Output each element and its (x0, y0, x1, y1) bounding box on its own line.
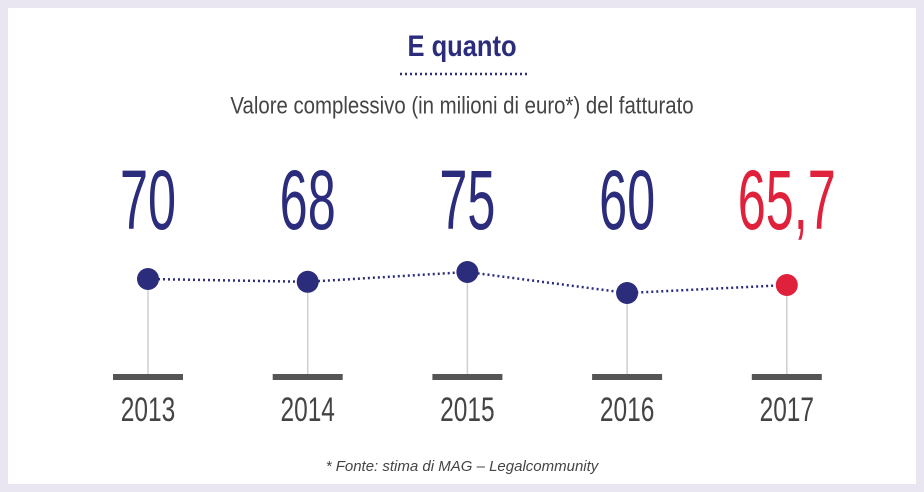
value-label: 75 (439, 153, 495, 248)
data-point (775, 274, 798, 297)
x-tick-label: 2013 (121, 391, 175, 429)
base-bar (432, 374, 503, 380)
data-point (137, 268, 159, 290)
card (8, 8, 916, 484)
value-label: 68 (280, 153, 336, 248)
x-tick-label: 2015 (440, 391, 494, 429)
data-point (456, 261, 479, 283)
base-bar (113, 374, 183, 380)
value-label: 65,7 (738, 153, 836, 248)
value-label: 70 (120, 153, 176, 248)
chart-subtitle: Valore complessivo (in milioni di euro*)… (230, 92, 693, 119)
base-bar (751, 374, 822, 380)
value-label: 60 (599, 153, 655, 248)
x-tick-label: 2016 (600, 391, 654, 429)
x-tick-label: 2014 (280, 391, 334, 429)
source-note: * Fonte: stima di MAG – Legalcommunity (326, 458, 600, 475)
base-bar (592, 374, 663, 380)
base-bar (272, 374, 343, 380)
data-point (296, 270, 319, 293)
chart-title: E quanto (407, 29, 516, 62)
x-tick-label: 2017 (760, 391, 814, 429)
data-point (616, 282, 639, 304)
trend-line (147, 270, 787, 295)
